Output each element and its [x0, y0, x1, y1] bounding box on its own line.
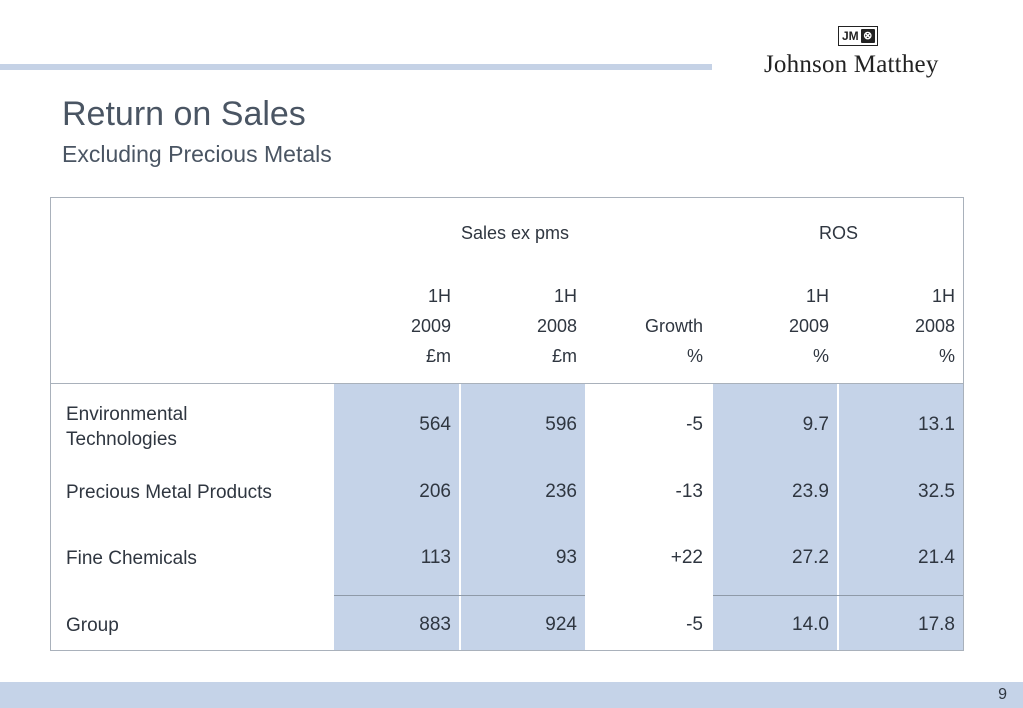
col-header-line3: £m [551, 346, 577, 366]
cell-ros-2008: 17.8 [918, 614, 955, 635]
cell-growth: -13 [675, 481, 703, 502]
cell-sales-2009: 206 [419, 481, 451, 502]
return-on-sales-table: Sales ex pms ROS 1H 2009 £m 1H 2008 £m G… [50, 197, 964, 651]
shade-sales-2009 [334, 384, 459, 650]
cell-ros-2009: 27.2 [792, 547, 829, 568]
cell-sales-2009: 564 [419, 414, 451, 435]
col-header-line2: 2009 [410, 316, 451, 336]
cell-growth: -5 [686, 414, 703, 435]
cell-ros-2008: 13.1 [918, 414, 955, 435]
cell-ros-2009: 14.0 [792, 614, 829, 635]
col-header-line1: 1H [931, 286, 955, 306]
header-divider [51, 383, 963, 384]
company-name: Johnson Matthey [764, 51, 939, 78]
cell-growth: +22 [670, 547, 703, 568]
row-label: Fine Chemicals [66, 548, 197, 569]
col-header-line2: 2008 [536, 316, 577, 336]
col-header-line1: 1H [553, 286, 577, 306]
row-label: Precious Metal Products [66, 482, 272, 503]
cell-sales-2008: 924 [545, 614, 577, 635]
cell-sales-2008: 596 [545, 414, 577, 435]
cell-sales-2009: 883 [419, 614, 451, 635]
col-header-line2: 2008 [914, 316, 955, 336]
row-label: Environmental Technologies [66, 404, 188, 450]
jm-badge: JM ⊗ [838, 26, 878, 46]
col-header-line3: % [812, 346, 829, 366]
company-logo: JM ⊗ Johnson Matthey [764, 26, 964, 82]
col-header-line3: % [938, 346, 955, 366]
col-header-line3: £m [425, 346, 451, 366]
col-header-line2: 2009 [788, 316, 829, 336]
cell-sales-2009: 113 [420, 547, 451, 568]
col-header-line1: 1H [427, 286, 451, 306]
cell-ros-2008: 32.5 [918, 481, 955, 502]
group-header-sales: Sales ex pms [461, 223, 570, 243]
cell-growth: -5 [686, 614, 703, 635]
page-title: Return on Sales [62, 95, 306, 133]
shade-ros-2009 [713, 384, 837, 650]
shade-sales-2008 [461, 384, 585, 650]
page-number: 9 [998, 686, 1007, 703]
col-header-line2: Growth [644, 316, 703, 336]
col-header-line3: % [686, 346, 703, 366]
crossed-hammers-icon: ⊗ [860, 29, 875, 43]
group-header-ros: ROS [819, 223, 859, 243]
group-divider-ros [713, 595, 963, 596]
cell-sales-2008: 93 [555, 547, 577, 568]
row-label: Group [66, 615, 119, 636]
jm-badge-text: JM [842, 29, 859, 43]
header-accent-bar [0, 64, 712, 70]
cell-ros-2009: 23.9 [792, 481, 829, 502]
cell-ros-2008: 21.4 [918, 547, 955, 568]
cell-sales-2008: 236 [545, 481, 577, 502]
footer-bar: 9 [0, 682, 1023, 708]
col-header-line1: 1H [805, 286, 829, 306]
group-divider-sales [334, 595, 585, 596]
shade-ros-2008 [839, 384, 963, 650]
cell-ros-2009: 9.7 [802, 414, 829, 435]
page-subtitle: Excluding Precious Metals [62, 141, 332, 167]
